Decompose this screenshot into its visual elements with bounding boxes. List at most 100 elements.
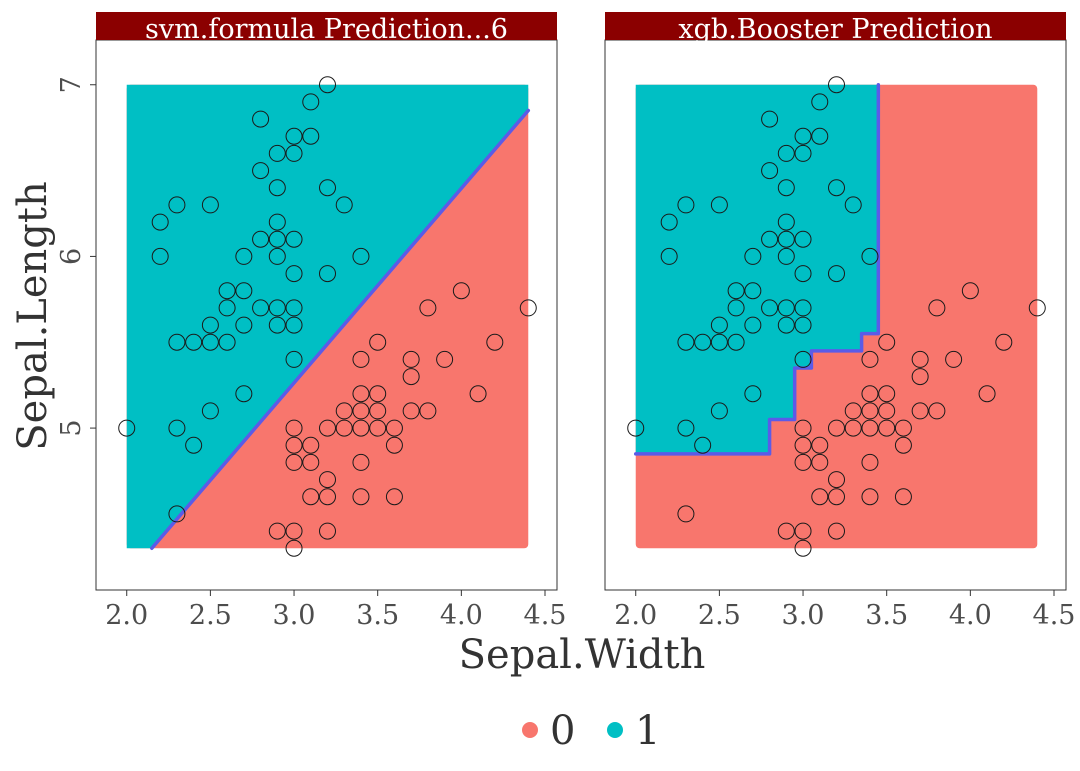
data-point [235, 316, 253, 334]
data-point [777, 299, 795, 317]
data-point [660, 213, 678, 231]
data-point [894, 419, 912, 437]
data-point [335, 419, 353, 437]
data-point [285, 419, 303, 437]
x-tick-label: 4.5 [1033, 600, 1076, 631]
data-point [352, 419, 370, 437]
data-point [761, 110, 779, 128]
data-point [201, 316, 219, 334]
data-point [811, 93, 829, 111]
data-point [961, 282, 979, 300]
legend-swatch-0 [522, 722, 538, 738]
data-point [761, 299, 779, 317]
data-point [285, 539, 303, 557]
data-point [828, 265, 845, 283]
data-point [777, 316, 795, 334]
y-axis-title: Sepal.Length [10, 181, 56, 450]
data-point [519, 299, 537, 317]
data-point [369, 385, 387, 403]
legend-swatch-1 [607, 722, 623, 738]
data-point [677, 333, 695, 351]
data-point [894, 436, 912, 454]
data-point [794, 144, 812, 162]
data-point [744, 282, 762, 300]
data-point [268, 179, 286, 197]
data-point [218, 282, 236, 300]
facet-strip-title: svm.formula Prediction...6 [145, 14, 508, 45]
data-point [319, 488, 336, 506]
x-tick-label: 3.0 [273, 600, 316, 631]
data-point [419, 402, 437, 420]
region-class-1 [635, 84, 879, 454]
data-point [861, 419, 879, 437]
data-point [777, 179, 795, 197]
data-point [710, 333, 728, 351]
data-point [878, 402, 896, 420]
data-point [761, 230, 779, 248]
data-point [744, 316, 762, 334]
data-point [402, 368, 420, 386]
data-point [744, 385, 762, 403]
data-point [677, 505, 695, 523]
decision-boundary [150, 108, 531, 550]
data-point [285, 522, 303, 540]
data-point [794, 539, 812, 557]
data-point [794, 453, 812, 471]
data-point [928, 402, 946, 420]
data-point [677, 419, 695, 437]
data-point [252, 110, 270, 128]
data-point [302, 436, 320, 454]
data-point [861, 402, 879, 420]
data-point [402, 402, 420, 420]
data-point [268, 213, 286, 231]
data-point [151, 247, 169, 265]
y-tick-label: 6 [56, 248, 87, 265]
data-point [235, 247, 253, 265]
data-point [660, 247, 678, 265]
data-point [878, 419, 896, 437]
data-point [302, 127, 320, 145]
data-point [710, 196, 728, 214]
x-tick-label: 3.5 [865, 600, 908, 631]
data-point [352, 350, 370, 368]
data-point [794, 299, 812, 317]
data-points [118, 76, 537, 557]
data-point [201, 333, 219, 351]
data-point [627, 419, 645, 437]
data-point [861, 453, 879, 471]
data-point [369, 419, 387, 437]
data-point [385, 488, 403, 506]
data-point [168, 196, 186, 214]
data-point [777, 144, 795, 162]
data-points [627, 76, 1046, 557]
data-point [995, 333, 1013, 351]
data-point [285, 265, 303, 283]
data-point [369, 402, 387, 420]
data-point [369, 333, 387, 351]
data-point [285, 144, 303, 162]
data-point [168, 333, 186, 351]
data-point [268, 316, 286, 334]
data-point [677, 196, 695, 214]
data-point [335, 402, 353, 420]
data-point [252, 299, 270, 317]
data-point [268, 247, 286, 265]
data-point [319, 522, 336, 540]
data-point [452, 282, 470, 300]
data-point [285, 316, 303, 334]
data-point [710, 316, 728, 334]
data-point [878, 385, 896, 403]
data-point [419, 299, 437, 317]
data-point [486, 333, 504, 351]
data-point [945, 350, 963, 368]
data-point [185, 436, 203, 454]
panels-layer: svm.formula Prediction...6 2.0 2.5 3.0 3.5 4.… [56, 12, 1075, 631]
x-tick-label: 4.0 [440, 600, 483, 631]
x-axis-title: Sepal.Width [459, 632, 706, 678]
data-point [828, 179, 845, 197]
data-point [828, 471, 845, 489]
data-point [861, 247, 879, 265]
data-point [285, 453, 303, 471]
data-point [352, 488, 370, 506]
data-point [777, 247, 795, 265]
